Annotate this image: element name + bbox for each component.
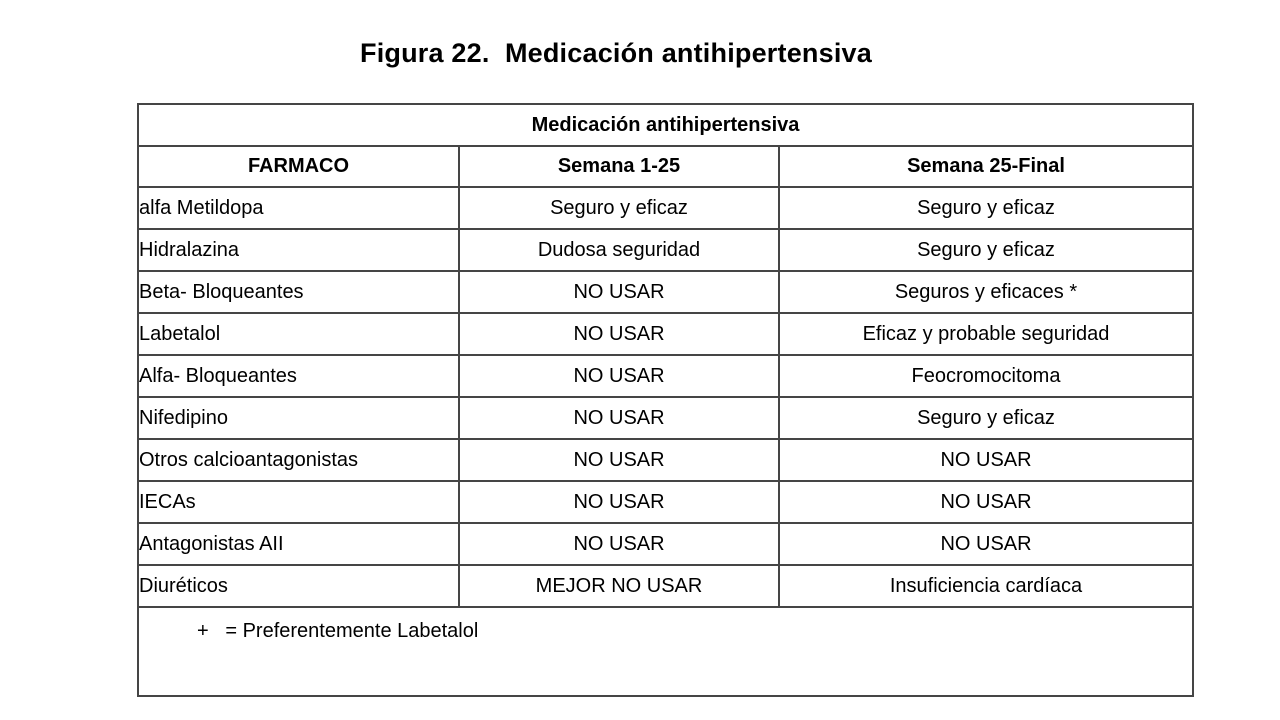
semana-25-final-cell: NO USAR <box>778 438 1194 482</box>
column-header-semana-1-25: Semana 1-25 <box>458 145 780 188</box>
semana-25-final-cell: Seguro y eficaz <box>778 186 1194 230</box>
figure-title: Figura 22. Medicación antihipertensiva <box>360 38 872 68</box>
semana-1-25-cell: NO USAR <box>458 312 780 356</box>
table-row: alfa Metildopa Seguro y eficaz Seguro y … <box>137 186 1194 230</box>
drug-name-cell: Beta- Bloqueantes <box>137 270 460 314</box>
table-row: Antagonistas AII NO USAR NO USAR <box>137 522 1194 566</box>
column-header-semana-25-final: Semana 25-Final <box>778 145 1194 188</box>
table-header-row: FARMACO Semana 1-25 Semana 25-Final <box>137 145 1194 188</box>
semana-1-25-cell: NO USAR <box>458 354 780 398</box>
drug-name-cell: Alfa- Bloqueantes <box>137 354 460 398</box>
table-row: Labetalol NO USAR Eficaz y probable segu… <box>137 312 1194 356</box>
drug-name-cell: Antagonistas AII <box>137 522 460 566</box>
drug-name-cell: Otros calcioantagonistas <box>137 438 460 482</box>
table-footnote-row: + = Preferentemente Labetalol <box>137 606 1194 697</box>
drug-name-cell: IECAs <box>137 480 460 524</box>
column-header-farmaco: FARMACO <box>137 145 460 188</box>
drug-name-cell: Labetalol <box>137 312 460 356</box>
semana-25-final-cell: Seguros y eficaces * <box>778 270 1194 314</box>
semana-1-25-cell: NO USAR <box>458 396 780 440</box>
table-row: Nifedipino NO USAR Seguro y eficaz <box>137 396 1194 440</box>
semana-25-final-cell: NO USAR <box>778 522 1194 566</box>
medication-table: Medicación antihipertensiva FARMACO Sema… <box>137 103 1194 697</box>
semana-1-25-cell: MEJOR NO USAR <box>458 564 780 608</box>
drug-name-cell: alfa Metildopa <box>137 186 460 230</box>
semana-1-25-cell: NO USAR <box>458 522 780 566</box>
semana-1-25-cell: NO USAR <box>458 480 780 524</box>
semana-25-final-cell: Eficaz y probable seguridad <box>778 312 1194 356</box>
table-row: Alfa- Bloqueantes NO USAR Feocromocitoma <box>137 354 1194 398</box>
semana-25-final-cell: Seguro y eficaz <box>778 396 1194 440</box>
table-row: Hidralazina Dudosa seguridad Seguro y ef… <box>137 228 1194 272</box>
semana-1-25-cell: Dudosa seguridad <box>458 228 780 272</box>
table-row: Diuréticos MEJOR NO USAR Insuficiencia c… <box>137 564 1194 608</box>
table-caption-row: Medicación antihipertensiva <box>137 103 1194 147</box>
drug-name-cell: Nifedipino <box>137 396 460 440</box>
semana-25-final-cell: Seguro y eficaz <box>778 228 1194 272</box>
drug-name-cell: Diuréticos <box>137 564 460 608</box>
table-footnote: + = Preferentemente Labetalol <box>137 606 1194 697</box>
semana-1-25-cell: NO USAR <box>458 438 780 482</box>
table-row: IECAs NO USAR NO USAR <box>137 480 1194 524</box>
semana-1-25-cell: NO USAR <box>458 270 780 314</box>
table-row: Beta- Bloqueantes NO USAR Seguros y efic… <box>137 270 1194 314</box>
semana-1-25-cell: Seguro y eficaz <box>458 186 780 230</box>
semana-25-final-cell: NO USAR <box>778 480 1194 524</box>
table-caption: Medicación antihipertensiva <box>137 103 1194 147</box>
semana-25-final-cell: Feocromocitoma <box>778 354 1194 398</box>
semana-25-final-cell: Insuficiencia cardíaca <box>778 564 1194 608</box>
table-row: Otros calcioantagonistas NO USAR NO USAR <box>137 438 1194 482</box>
drug-name-cell: Hidralazina <box>137 228 460 272</box>
